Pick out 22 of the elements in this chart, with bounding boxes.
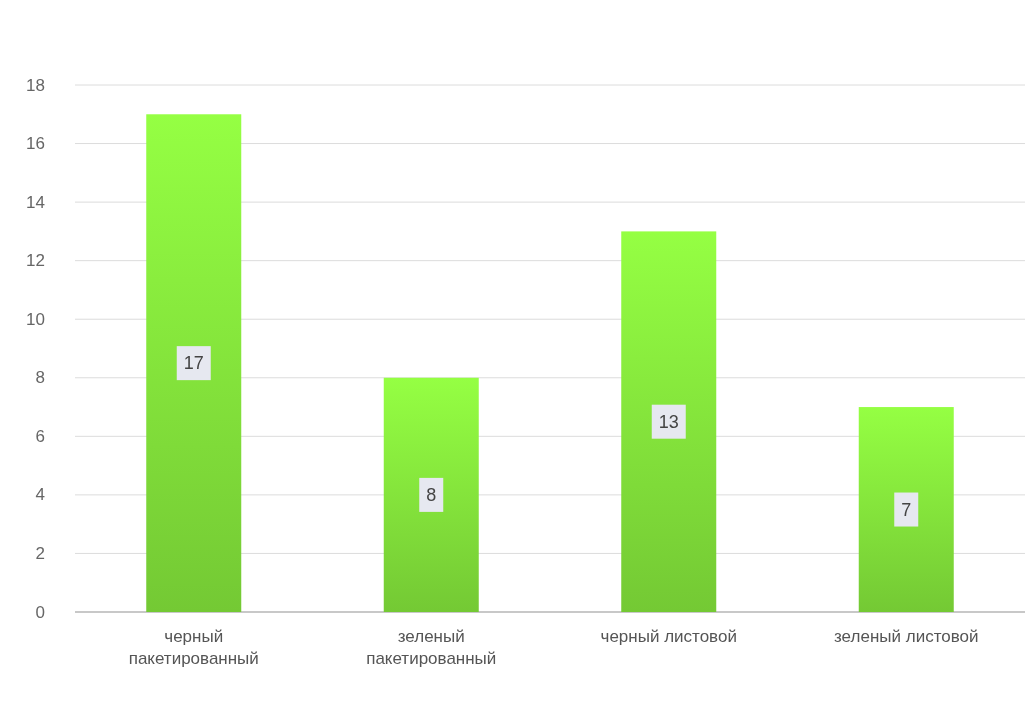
data-label: 17 bbox=[183, 353, 204, 374]
bar bbox=[383, 377, 479, 612]
x-tick-label: черный листовой bbox=[600, 627, 737, 646]
bar bbox=[858, 407, 954, 612]
y-tick-label: 0 bbox=[35, 602, 45, 622]
x-tick-label: черный пакетированный bbox=[128, 627, 259, 668]
y-tick-label: 18 bbox=[26, 75, 45, 95]
data-label: 7 bbox=[901, 499, 912, 520]
data-label: 8 bbox=[426, 484, 437, 505]
y-tick-label: 8 bbox=[35, 368, 45, 388]
data-label: 13 bbox=[658, 411, 679, 432]
y-tick-label: 14 bbox=[26, 192, 45, 212]
y-tick-label: 2 bbox=[35, 543, 45, 563]
y-tick-label: 6 bbox=[35, 426, 45, 446]
bar bbox=[621, 231, 717, 612]
bar bbox=[146, 114, 242, 612]
x-tick-label: зеленый пакетированный bbox=[366, 627, 497, 668]
y-tick-label: 10 bbox=[26, 309, 45, 329]
x-tick-label: зеленый листовой bbox=[834, 627, 979, 646]
y-tick-label: 16 bbox=[26, 134, 45, 154]
y-tick-label: 4 bbox=[35, 485, 45, 505]
y-tick-label: 12 bbox=[26, 251, 45, 271]
